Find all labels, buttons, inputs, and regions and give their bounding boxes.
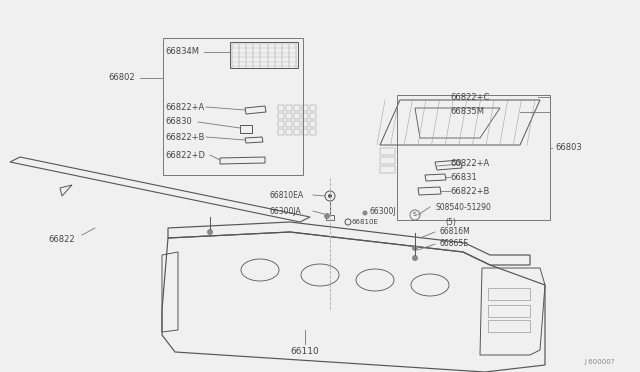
Text: 66816M: 66816M: [440, 228, 471, 237]
Text: 66865E: 66865E: [440, 240, 469, 248]
Circle shape: [362, 211, 367, 215]
Text: (5): (5): [445, 218, 456, 227]
Text: 66835M: 66835M: [450, 108, 484, 116]
Text: 66822+A: 66822+A: [450, 160, 489, 169]
Text: 66300JA: 66300JA: [270, 206, 301, 215]
Text: 66810EA: 66810EA: [270, 190, 304, 199]
Circle shape: [207, 229, 213, 235]
Text: 66822+D: 66822+D: [165, 151, 205, 160]
Text: 66822+B: 66822+B: [165, 132, 204, 141]
Text: 66834M: 66834M: [165, 48, 199, 57]
Circle shape: [328, 194, 332, 198]
Text: 66300J: 66300J: [370, 208, 397, 217]
Text: S08540-51290: S08540-51290: [435, 202, 491, 212]
Bar: [163, 38, 303, 175]
Text: S: S: [413, 212, 417, 218]
Text: 66810E: 66810E: [352, 219, 379, 225]
Circle shape: [324, 213, 330, 219]
Text: 66831: 66831: [450, 173, 477, 182]
Text: 66822+B: 66822+B: [450, 186, 490, 196]
Circle shape: [412, 255, 418, 261]
Text: 66822+A: 66822+A: [165, 103, 204, 112]
Circle shape: [412, 245, 418, 251]
Text: 66822+C: 66822+C: [450, 93, 490, 102]
Text: 66803: 66803: [555, 144, 582, 153]
Text: 66802: 66802: [108, 74, 134, 83]
Text: 66822: 66822: [48, 235, 75, 244]
Text: 66830: 66830: [165, 118, 192, 126]
Bar: [397, 95, 550, 220]
Text: 66110: 66110: [291, 347, 319, 356]
Text: J 60000?: J 60000?: [584, 359, 615, 365]
